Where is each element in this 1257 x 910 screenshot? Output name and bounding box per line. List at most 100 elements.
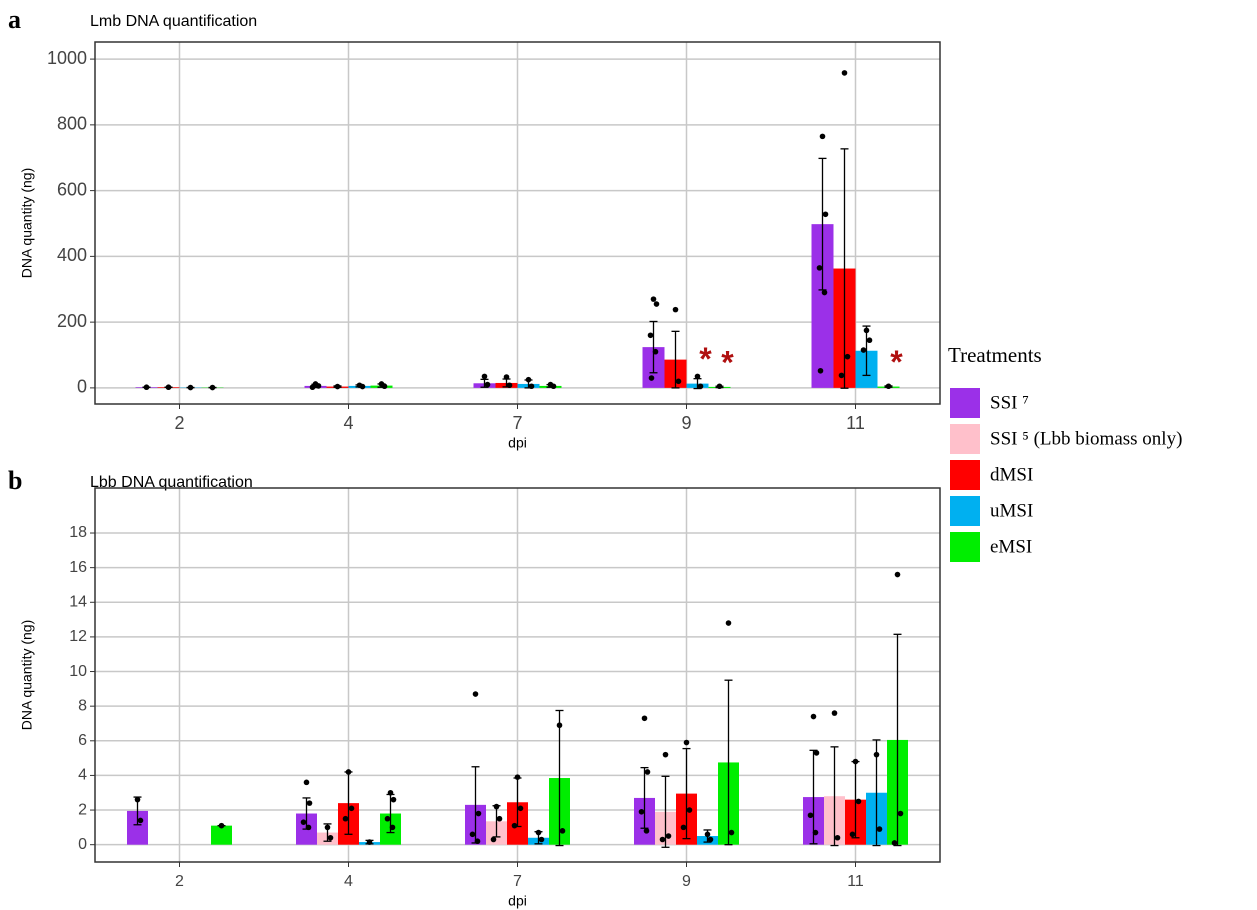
data-point (366, 839, 373, 845)
legend-swatch (950, 424, 980, 454)
legend-title: Treatments (948, 343, 1042, 367)
data-point (381, 383, 388, 390)
y-tick-label: 2 (78, 801, 87, 818)
chart-title: Lbb DNA quantification (90, 474, 253, 491)
data-point (556, 722, 563, 729)
y-tick-label: 400 (57, 245, 87, 265)
data-point (490, 836, 497, 843)
data-point (849, 831, 856, 838)
y-tick-label: 0 (78, 836, 87, 853)
y-axis-label: DNA quantity (ng) (19, 620, 35, 731)
data-point (469, 831, 476, 838)
legend-swatch (950, 388, 980, 418)
data-point (662, 751, 669, 758)
data-point (725, 620, 732, 626)
data-point (550, 383, 557, 390)
data-point (707, 836, 714, 843)
data-point (844, 353, 851, 360)
data-point (894, 571, 901, 578)
x-tick-label: 4 (343, 413, 353, 433)
y-tick-label: 16 (69, 559, 87, 576)
data-point (525, 376, 532, 383)
data-point (474, 838, 481, 845)
data-point (472, 691, 479, 697)
data-point (209, 384, 216, 391)
y-tick-label: 800 (57, 114, 87, 134)
x-tick-label: 11 (846, 413, 865, 433)
y-tick-label: 12 (69, 628, 87, 645)
data-point (165, 384, 172, 391)
legend-label: SSI ⁵ (Lbb biomass only) (990, 428, 1182, 449)
data-point (852, 758, 859, 765)
data-point (817, 367, 824, 374)
data-point (137, 817, 144, 824)
data-point (559, 828, 566, 834)
data-point (863, 327, 870, 334)
data-point (672, 306, 679, 313)
data-point (866, 337, 873, 344)
data-point (641, 715, 648, 722)
data-point (390, 796, 397, 803)
data-point (345, 769, 352, 775)
bar (211, 825, 232, 845)
data-point (315, 383, 322, 389)
data-point (387, 789, 394, 796)
data-point (680, 824, 687, 831)
data-point (324, 824, 331, 831)
data-point (683, 739, 690, 746)
data-point (506, 382, 513, 389)
legend-label: eMSI (990, 536, 1032, 557)
data-point (484, 381, 491, 388)
legend-swatch (950, 460, 980, 490)
data-point (821, 289, 828, 296)
data-point (327, 834, 334, 841)
data-point (648, 375, 655, 381)
x-tick-label: 7 (512, 413, 522, 433)
bar (811, 224, 834, 388)
data-point (675, 378, 682, 385)
data-point (303, 779, 310, 786)
data-point (873, 751, 880, 758)
data-point (716, 383, 723, 390)
x-axis-label: dpi (508, 435, 527, 451)
plot-border (94, 41, 941, 405)
y-tick-label: 200 (57, 311, 87, 331)
significance-marker: * (721, 344, 734, 380)
legend-swatch (950, 496, 980, 526)
data-point (481, 373, 488, 380)
y-axis-label: DNA quantity (ng) (19, 168, 35, 279)
y-tick-label: 8 (78, 697, 87, 714)
data-point (650, 296, 657, 302)
y-tick-label: 1000 (47, 48, 87, 68)
y-tick-label: 10 (69, 663, 87, 680)
data-point (389, 824, 396, 831)
legend-label: uMSI (990, 500, 1033, 521)
x-tick-label: 7 (513, 873, 522, 890)
data-point (496, 815, 503, 822)
data-point (891, 840, 898, 846)
x-tick-label: 2 (175, 873, 184, 890)
data-point (876, 826, 883, 832)
data-point (143, 384, 150, 391)
data-point (855, 798, 862, 805)
data-point (897, 810, 904, 817)
data-point (704, 831, 711, 838)
data-point (686, 807, 693, 813)
data-point (834, 834, 841, 841)
plot-border (94, 487, 941, 863)
x-tick-label: 4 (344, 873, 353, 890)
data-point (647, 332, 654, 339)
x-tick-label: 11 (847, 873, 864, 890)
marks (127, 571, 908, 848)
data-point (493, 803, 500, 810)
data-point (643, 828, 650, 834)
data-point (638, 808, 645, 815)
data-point (665, 833, 672, 839)
data-point (305, 824, 312, 831)
data-point (885, 383, 892, 390)
x-tick-label: 2 (174, 413, 184, 433)
data-point (841, 70, 848, 76)
legend-label: dMSI (990, 464, 1033, 485)
data-point (503, 374, 510, 380)
